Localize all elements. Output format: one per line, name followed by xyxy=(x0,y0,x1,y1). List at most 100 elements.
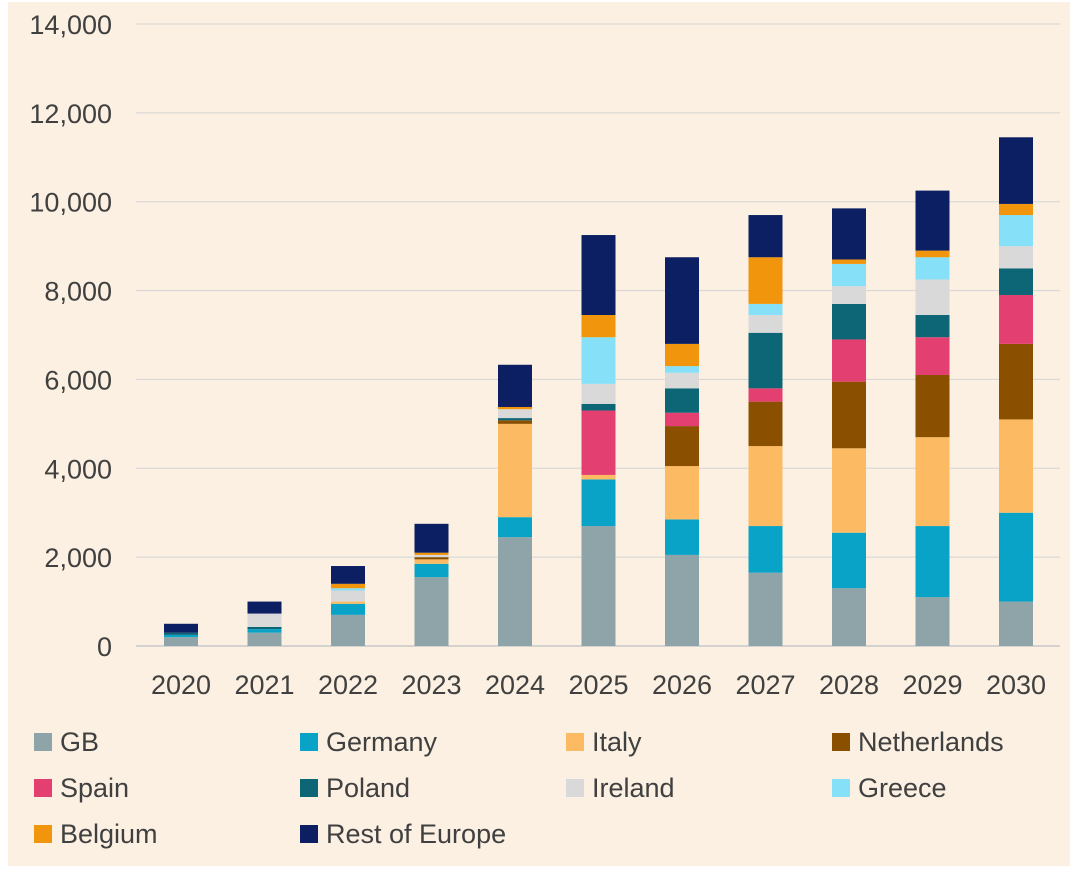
bar-segment-netherlands-2027 xyxy=(748,401,783,447)
bar-segment-poland-2020 xyxy=(164,632,198,635)
bar-segment-greece-2029 xyxy=(915,257,950,280)
bar-segment-italy-2024 xyxy=(498,423,532,518)
x-tick-label: 2022 xyxy=(318,670,378,700)
bar-segment-rest-of-europe-2030 xyxy=(999,137,1033,204)
y-tick-label: 4,000 xyxy=(44,454,112,484)
legend-item: Spain xyxy=(34,770,300,806)
bar-segment-ireland-2028 xyxy=(832,286,866,304)
bar-segment-gb-2023 xyxy=(414,577,449,646)
y-tick-label: 8,000 xyxy=(44,277,112,307)
bar-segment-ireland-2026 xyxy=(665,372,699,389)
legend-label: Italy xyxy=(592,726,642,757)
bar-segment-gb-2022 xyxy=(331,614,365,646)
legend-item: Germany xyxy=(300,724,566,760)
y-tick-label: 14,000 xyxy=(29,10,112,40)
legend-swatch xyxy=(566,733,584,751)
bar-segment-spain-2027 xyxy=(748,388,783,402)
bar-segment-ireland-2025 xyxy=(581,383,616,404)
bar-segment-germany-2025 xyxy=(581,479,616,527)
bar-segment-italy-2023 xyxy=(414,559,449,564)
x-tick-label: 2029 xyxy=(902,670,962,700)
x-tick-label: 2023 xyxy=(401,670,461,700)
bar-segment-germany-2026 xyxy=(665,519,699,555)
bar-segment-rest-of-europe-2025 xyxy=(581,235,616,316)
legend-label: Rest of Europe xyxy=(326,818,507,849)
bar-segment-italy-2029 xyxy=(915,437,950,527)
bars xyxy=(164,137,1033,646)
legend-label: Germany xyxy=(326,726,438,757)
bar-segment-belgium-2022 xyxy=(331,583,365,589)
legend-swatch xyxy=(832,733,850,751)
legend-swatch xyxy=(34,825,52,843)
legend: GB Germany Italy Netherlands Spain Poland Irel… xyxy=(34,724,1064,852)
bar-segment-spain-2028 xyxy=(832,339,866,382)
y-tick-label: 0 xyxy=(97,632,112,662)
y-axis-ticks: 0 2,000 4,000 6,000 8,000 10,000 12,000 14,000 xyxy=(29,10,112,662)
bar-segment-gb-2021 xyxy=(247,632,282,646)
legend-item: GB xyxy=(34,724,300,760)
bar-segment-ireland-2021 xyxy=(247,613,282,627)
bar-segment-germany-2022 xyxy=(331,603,365,615)
legend-swatch xyxy=(566,779,584,797)
bar-segment-netherlands-2030 xyxy=(999,343,1033,420)
legend-label: Netherlands xyxy=(858,726,1004,757)
legend-item: Rest of Europe xyxy=(300,816,566,852)
bar-segment-netherlands-2023 xyxy=(414,557,449,560)
x-tick-label: 2026 xyxy=(652,670,712,700)
bar-segment-ireland-2024 xyxy=(498,409,532,419)
x-tick-label: 2020 xyxy=(151,670,211,700)
bar-segment-ireland-2022 xyxy=(331,590,365,602)
bar-segment-gb-2026 xyxy=(665,554,699,646)
bar-segment-germany-2024 xyxy=(498,517,532,538)
bar-segment-belgium-2029 xyxy=(915,250,950,258)
legend-swatch xyxy=(300,779,318,797)
bar-segment-greece-2025 xyxy=(581,337,616,384)
x-tick-label: 2028 xyxy=(819,670,879,700)
legend-label: Belgium xyxy=(60,818,158,849)
legend-item: Belgium xyxy=(34,816,300,852)
bar-segment-germany-2029 xyxy=(915,526,950,598)
legend-label: Ireland xyxy=(592,772,675,803)
bar-segment-ireland-2029 xyxy=(915,279,950,316)
bar-segment-netherlands-2028 xyxy=(832,381,866,449)
y-tick-label: 12,000 xyxy=(29,99,112,129)
legend-swatch xyxy=(300,733,318,751)
bar-segment-spain-2026 xyxy=(665,412,699,427)
bar-segment-gb-2027 xyxy=(748,572,783,646)
bar-segment-rest-of-europe-2026 xyxy=(665,257,699,344)
chart-panel: 0 2,000 4,000 6,000 8,000 10,000 12,000 14,000 … xyxy=(8,2,1070,866)
bar-segment-gb-2030 xyxy=(999,601,1033,646)
x-tick-label: 2021 xyxy=(234,670,294,700)
legend-swatch xyxy=(832,779,850,797)
bar-segment-germany-2020 xyxy=(164,634,198,638)
legend-item: Ireland xyxy=(566,770,832,806)
bar-segment-germany-2027 xyxy=(748,526,783,573)
bar-segment-germany-2023 xyxy=(414,563,449,578)
bar-segment-poland-2028 xyxy=(832,303,866,340)
bar-segment-rest-of-europe-2022 xyxy=(331,566,365,584)
legend-label: Greece xyxy=(858,772,947,803)
bar-segment-gb-2024 xyxy=(498,537,532,646)
bar-segment-netherlands-2026 xyxy=(665,426,699,467)
bar-segment-gb-2028 xyxy=(832,588,866,646)
bar-segment-belgium-2023 xyxy=(414,552,449,555)
bar-segment-italy-2027 xyxy=(748,446,783,527)
legend-item: Poland xyxy=(300,770,566,806)
bar-segment-rest-of-europe-2028 xyxy=(832,208,866,260)
bar-segment-gb-2029 xyxy=(915,597,950,646)
legend-swatch xyxy=(300,825,318,843)
bar-segment-gb-2020 xyxy=(164,637,198,646)
legend-swatch xyxy=(34,779,52,797)
bar-segment-italy-2025 xyxy=(581,474,616,480)
bar-segment-germany-2030 xyxy=(999,512,1033,602)
y-tick-label: 10,000 xyxy=(29,188,112,218)
bar-segment-poland-2027 xyxy=(748,332,783,389)
bar-segment-belgium-2024 xyxy=(498,406,532,410)
x-tick-label: 2030 xyxy=(986,670,1046,700)
legend-label: Spain xyxy=(60,772,130,803)
bar-segment-poland-2026 xyxy=(665,388,699,413)
bar-segment-italy-2028 xyxy=(832,448,866,533)
bar-segment-rest-of-europe-2020 xyxy=(164,623,198,633)
bar-segment-germany-2021 xyxy=(247,629,282,633)
bar-segment-belgium-2028 xyxy=(832,259,866,264)
